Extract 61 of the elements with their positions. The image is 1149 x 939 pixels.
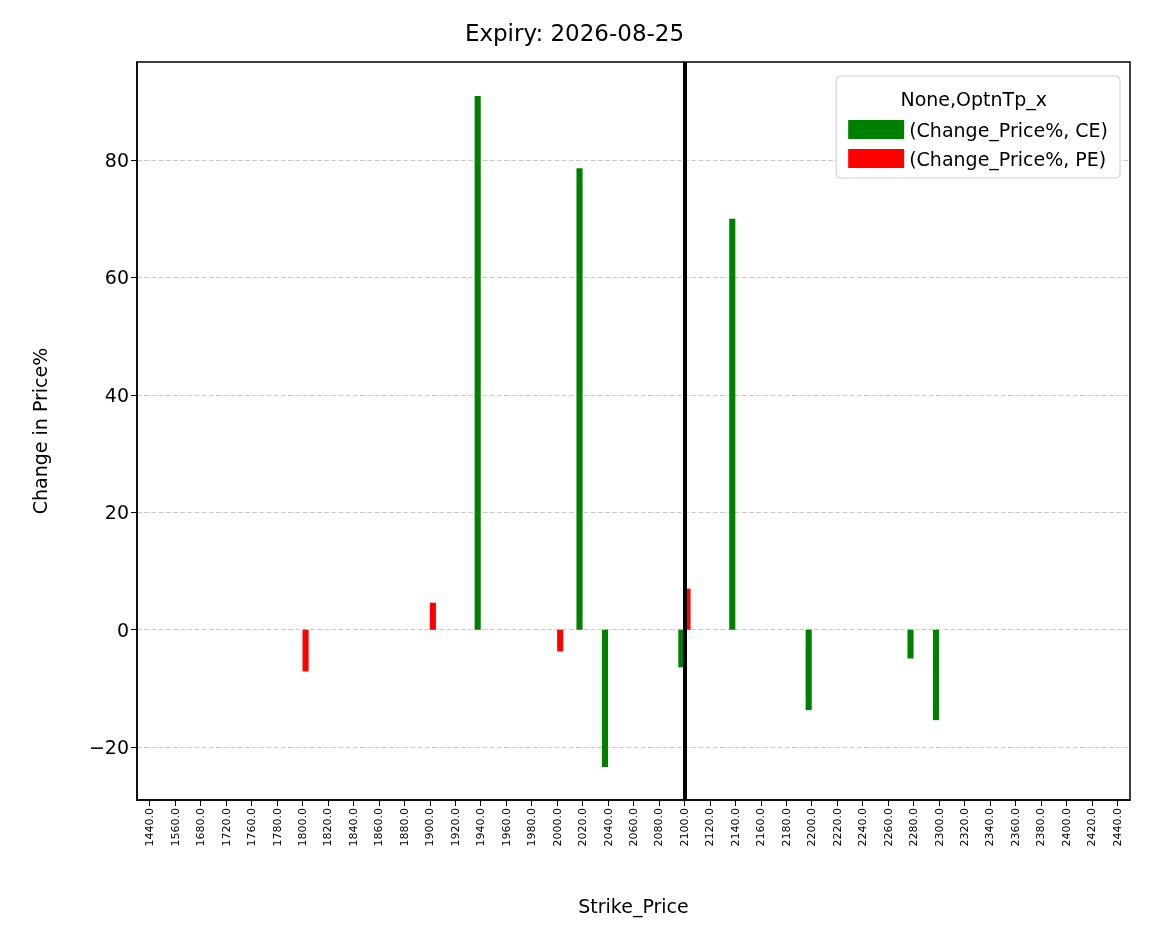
x-tick-label: 1860.0 [372,808,386,847]
y-tick-label: 80 [104,149,129,172]
bar [907,629,914,659]
y-tick-label: −20 [88,736,129,759]
bar [302,629,309,672]
x-tick-label: 2300.0 [932,808,946,847]
y-tick-label: 60 [104,266,129,289]
x-tick-label: 2220.0 [830,808,844,847]
x-tick-label: 2360.0 [1008,808,1022,847]
x-tick-label: 2420.0 [1085,808,1099,847]
bar [474,96,481,630]
x-tick-label: 2200.0 [805,808,819,847]
x-tick-label: 1880.0 [397,808,411,847]
x-tick-label: 2160.0 [754,808,768,847]
legend-label: (Change_Price%, CE) [909,118,1109,142]
bar [932,629,940,721]
x-tick-label: 2120.0 [703,808,717,847]
x-tick-label: 1840.0 [346,808,360,847]
x-tick-label: 1800.0 [296,808,309,847]
x-tick-label: 2180.0 [779,808,793,847]
x-tick-label: 1780.0 [270,808,284,847]
x-tick-label: 1720.0 [219,808,233,847]
x-tick-label: 1680.0 [194,808,208,847]
x-tick-label: 1440.0 [143,808,157,847]
x-tick-label: 2060.0 [627,808,640,847]
y-tick-label: 40 [104,383,129,406]
x-tick-label: 2020.0 [576,808,590,847]
x-tick-label: 2440.0 [1110,808,1124,847]
x-tick-label: 2260.0 [881,808,895,847]
x-axis-title: Strike_Price [578,894,689,918]
x-tick-label: 2380.0 [1034,808,1048,847]
y-tick-label: 0 [116,618,129,641]
x-tick-label: 2080.0 [652,808,666,847]
x-tick-label: 2240.0 [856,808,870,847]
y-axis-title: Change in Price% [28,347,51,515]
x-tick-label: 1960.0 [499,808,513,847]
x-tick-label: 2040.0 [601,808,615,847]
bar [557,629,564,652]
x-tick-label: 1900.0 [423,808,437,847]
x-tick-label: 1940.0 [474,808,488,847]
x-tick-label: 2000.0 [550,808,564,847]
x-tick-label: 2400.0 [1059,808,1073,847]
x-tick-label: 2140.0 [728,808,742,847]
x-tick-label: 2320.0 [958,808,971,847]
x-tick-label: 1560.0 [168,808,182,847]
bar [805,629,812,711]
bar [601,629,609,768]
chart-title: Expiry: 2026-08-25 [464,19,685,46]
x-tick-label: 1760.0 [245,808,259,847]
x-tick-label: 1980.0 [525,808,539,847]
legend-title: None,OptnTp_x [900,87,1047,111]
y-tick-label: 20 [104,501,129,524]
x-tick-label: 1920.0 [448,808,462,847]
x-tick-label: 2280.0 [907,808,921,847]
x-tick-label: 1820.0 [321,808,335,847]
legend-label: (Change_Price%, PE) [909,147,1107,171]
bar [729,218,736,630]
bar [576,168,583,630]
x-tick-label: 2100.0 [677,808,691,847]
bar [429,602,436,630]
x-tick-label: 2340.0 [983,808,997,847]
